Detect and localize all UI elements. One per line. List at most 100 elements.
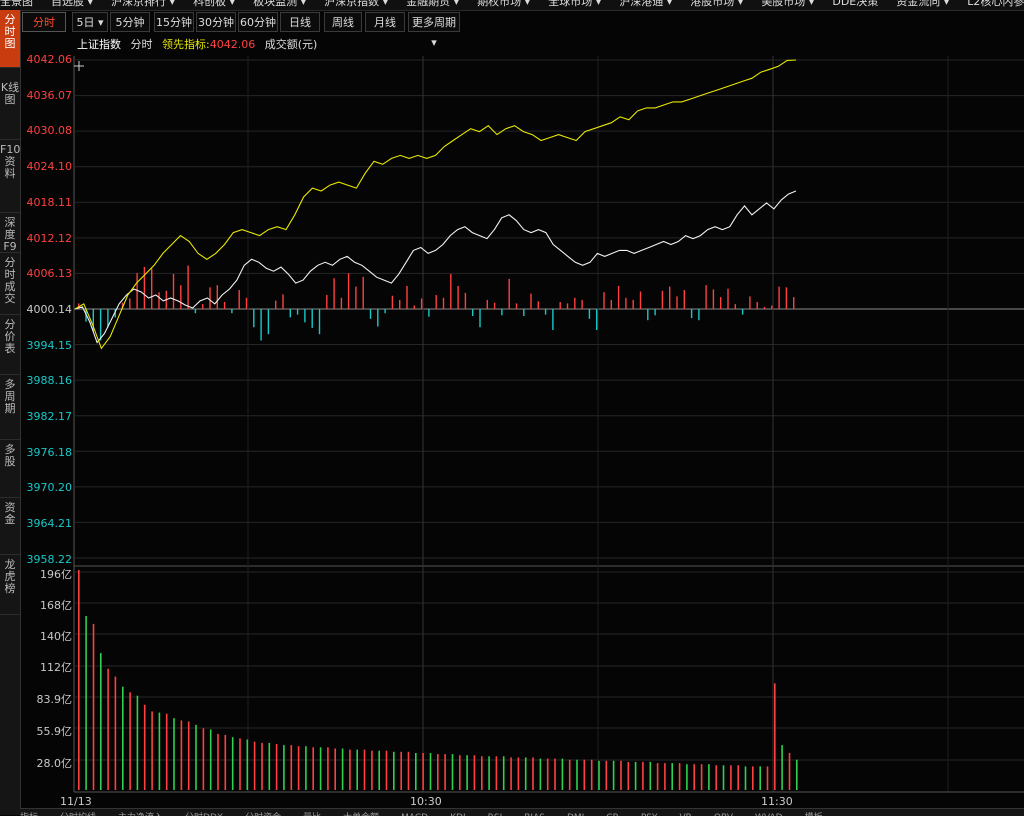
sidebar-tab[interactable]: 分时图 bbox=[0, 10, 20, 68]
volume-bar bbox=[708, 764, 710, 790]
lead-bar bbox=[654, 309, 656, 316]
top-menu-item[interactable]: 金融期货 ▾ bbox=[406, 0, 460, 8]
sidebar-tab[interactable]: 多周期 bbox=[0, 375, 20, 440]
volume-bar bbox=[744, 766, 747, 790]
lead-bar bbox=[340, 297, 343, 309]
period-button[interactable]: 周线 bbox=[324, 12, 362, 32]
volume-bar bbox=[231, 737, 234, 790]
volume-bar bbox=[253, 741, 256, 790]
lead-bar bbox=[442, 297, 445, 309]
lead-bar bbox=[369, 309, 372, 319]
sidebar-tab[interactable]: 分时成交 bbox=[0, 253, 20, 315]
lead-bar bbox=[194, 309, 197, 314]
sidebar-tab[interactable]: 资金 bbox=[0, 498, 20, 555]
price-tick-label: 4036.07 bbox=[26, 88, 73, 102]
price-tick-label: 4024.10 bbox=[26, 160, 73, 174]
volume-tick-label: 55.9亿 bbox=[36, 725, 73, 738]
lead-bar bbox=[632, 299, 634, 309]
volume-bar bbox=[363, 749, 366, 790]
lead-bar bbox=[260, 309, 262, 341]
volume-bar bbox=[488, 756, 490, 790]
lead-bar bbox=[435, 295, 437, 309]
volume-bar bbox=[422, 753, 424, 790]
volume-bar bbox=[158, 712, 161, 790]
sidebar-tab[interactable]: F10资料 bbox=[0, 140, 20, 213]
lead-bar bbox=[267, 309, 270, 335]
lead-bar bbox=[107, 309, 109, 328]
lead-bar bbox=[472, 309, 474, 316]
volume-bar bbox=[209, 729, 212, 790]
lead-bar bbox=[216, 285, 218, 309]
sidebar-tab[interactable]: 分价表 bbox=[0, 315, 20, 375]
index-name: 上证指数 bbox=[77, 38, 121, 51]
lead-bar bbox=[552, 309, 554, 330]
top-menu-item[interactable]: 资金流向 ▾ bbox=[896, 0, 950, 8]
period-button[interactable]: 更多周期 ▾ bbox=[408, 12, 460, 49]
period-button[interactable]: 分时 bbox=[22, 12, 66, 32]
lead-bar bbox=[377, 309, 379, 327]
top-menu-item[interactable]: 沪深京排行 ▾ bbox=[111, 0, 176, 8]
top-menu-item[interactable]: 期权市场 ▾ bbox=[477, 0, 531, 8]
volume-bar bbox=[407, 751, 410, 790]
lead-bar bbox=[99, 309, 102, 341]
lead-bar bbox=[326, 295, 328, 309]
top-menu-item[interactable]: 全景图 bbox=[0, 0, 33, 8]
sidebar-tab[interactable]: 龙虎榜 bbox=[0, 555, 20, 615]
lead-bar bbox=[223, 302, 226, 309]
lead-bar bbox=[457, 285, 459, 309]
lead-bar bbox=[596, 309, 598, 330]
lead-bar bbox=[304, 309, 306, 323]
top-menu-item[interactable]: 港股市场 ▾ bbox=[690, 0, 744, 8]
volume-bar bbox=[371, 750, 373, 790]
lead-bar bbox=[245, 297, 248, 309]
top-menu-item[interactable]: 科创板 ▾ bbox=[193, 0, 236, 8]
period-button[interactable]: 日线 bbox=[280, 12, 320, 32]
period-button[interactable]: 5分钟 bbox=[110, 12, 150, 32]
price-tick-label: 4012.12 bbox=[26, 231, 73, 245]
lead-indicator-value: 4042.06 bbox=[209, 38, 256, 51]
volume-bar bbox=[517, 757, 520, 790]
volume-bar bbox=[341, 748, 344, 790]
top-menu-item[interactable]: 美股市场 ▾ bbox=[761, 0, 815, 8]
top-menu-item[interactable]: 沪深京指数 ▾ bbox=[324, 0, 389, 8]
volume-bar bbox=[385, 750, 388, 790]
period-button[interactable]: 30分钟 bbox=[196, 12, 236, 32]
lead-bar bbox=[566, 303, 569, 309]
volume-bar bbox=[393, 751, 395, 790]
top-menu-item[interactable]: DDE决策 bbox=[832, 0, 879, 8]
lead-bar bbox=[588, 309, 591, 319]
volume-bar bbox=[92, 623, 95, 790]
top-menu-item[interactable]: 自选股 ▾ bbox=[51, 0, 94, 8]
chart-mode: 分时 bbox=[130, 38, 153, 51]
period-button[interactable]: 5日 ▾ bbox=[72, 12, 108, 32]
period-button[interactable]: 60分钟 bbox=[238, 12, 278, 32]
lead-bar bbox=[639, 291, 642, 309]
sidebar-tab[interactable]: K线图 bbox=[0, 78, 20, 140]
period-button[interactable]: 月线 bbox=[365, 12, 405, 32]
volume-bar bbox=[796, 759, 798, 790]
volume-bar bbox=[532, 757, 534, 790]
period-button[interactable]: 15分钟 bbox=[154, 12, 194, 32]
lead-indicator-label: 领先指标: bbox=[162, 38, 210, 51]
volume-bar bbox=[85, 616, 87, 790]
volume-bar bbox=[730, 765, 732, 790]
top-menu-item[interactable]: 全球市场 ▾ bbox=[548, 0, 602, 8]
sidebar-tab[interactable]: 多股 bbox=[0, 440, 20, 498]
top-menu-bar: 全景图 自选股 ▾ 沪深京排行 ▾ 科创板 ▾ 板块监测 ▾ 沪深京指数 ▾ 金融期货 ▾ 期… bbox=[0, 0, 1024, 11]
volume-bar bbox=[327, 747, 329, 790]
lead-bar bbox=[712, 289, 715, 309]
price-tick-label: 4042.06 bbox=[26, 53, 73, 66]
lead-bar bbox=[544, 309, 547, 315]
sidebar-tab[interactable]: 深度F9 bbox=[0, 213, 20, 253]
lead-bar bbox=[78, 303, 80, 309]
top-menu-item[interactable]: 板块监测 ▾ bbox=[253, 0, 307, 8]
volume-bar bbox=[122, 686, 124, 790]
lead-bar bbox=[202, 304, 204, 309]
top-menu-item[interactable]: L2核心内参 bbox=[967, 0, 1024, 8]
volume-bar bbox=[356, 749, 358, 790]
top-menu-item[interactable]: 沪深港通 ▾ bbox=[619, 0, 673, 8]
volume-bar bbox=[576, 759, 578, 790]
volume-bar bbox=[590, 759, 593, 790]
volume-bar bbox=[459, 755, 461, 790]
